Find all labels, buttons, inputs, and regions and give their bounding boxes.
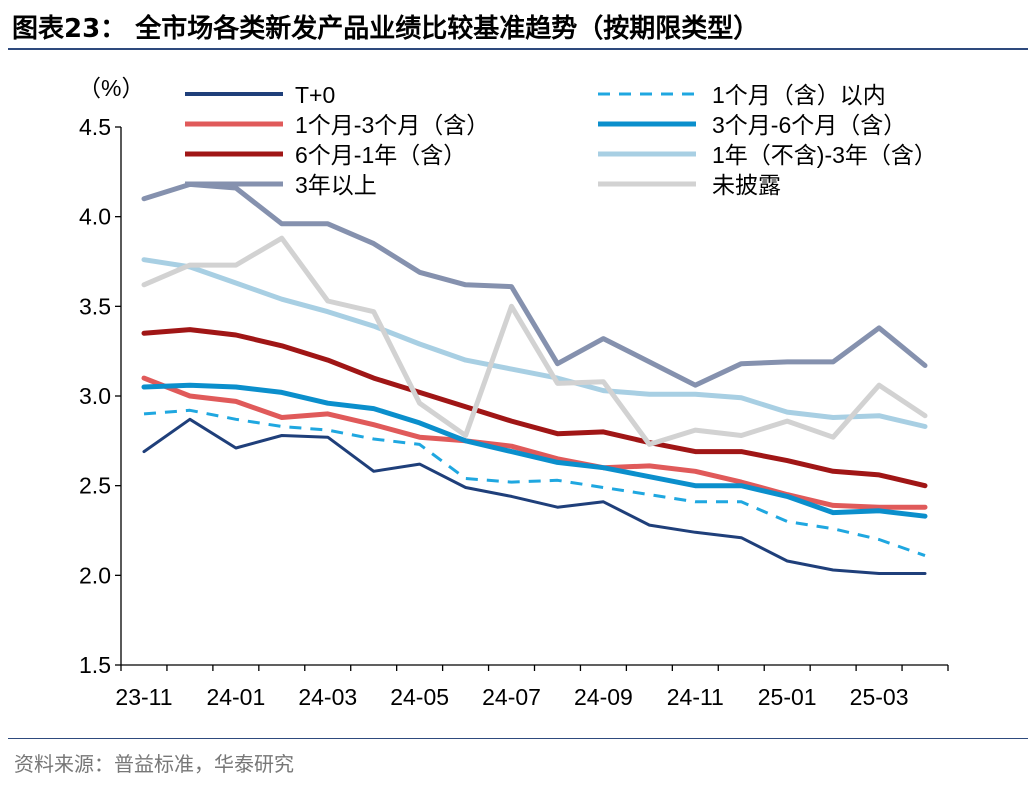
legend-label-6: 1年（不含)-3年（含） [712, 142, 937, 168]
series-layer [141, 181, 928, 575]
y-tick-label: 1.5 [79, 652, 111, 678]
series-line-2 [143, 408, 926, 558]
title-rule [8, 48, 1028, 50]
x-tick-label: 24-01 [206, 684, 265, 710]
x-tick-label: 24-11 [667, 684, 724, 710]
y-tick-label: 2.5 [79, 473, 111, 499]
chart-legend: T+0 1个月（含）以内 1个月-3个月（含） 3个月-6个月（含） 6个月-1年（含）… [185, 82, 937, 198]
y-tick-label: 3.5 [79, 293, 111, 319]
x-tick-label: 24-09 [574, 684, 633, 710]
legend-label-1: T+0 [295, 82, 335, 108]
y-tick-label: 4.5 [79, 114, 111, 140]
series-line-3 [141, 375, 928, 510]
y-unit-label: （%） [78, 75, 144, 101]
footer-rule [8, 738, 1028, 739]
y-tick-label: 4.0 [79, 204, 111, 230]
series-line-6 [141, 257, 928, 429]
y-tick-label: 2.0 [79, 562, 111, 588]
chart-axes: 1.5 2.0 2.5 3.0 3.5 4.0 4.5 23-11 24-01 24-03 24-0… [79, 114, 949, 710]
x-tick-label: 24-05 [390, 684, 449, 710]
source-note: 资料来源：普益标准，华泰研究 [14, 752, 294, 776]
legend-label-5: 6个月-1年（含） [295, 142, 466, 168]
figure-title: 图表23： 全市场各类新发产品业绩比较基准趋势（按期限类型） [12, 14, 760, 44]
legend-label-3: 1个月-3个月（含） [295, 112, 489, 138]
line-chart: 1.5 2.0 2.5 3.0 3.5 4.0 4.5 23-11 24-01 24-03 24-0… [78, 75, 949, 710]
x-tick-label: 25-01 [758, 684, 817, 710]
x-tick-label: 24-03 [298, 684, 357, 710]
series-line-4 [141, 382, 928, 519]
x-tick-label: 24-07 [482, 684, 541, 710]
series-line-1 [142, 417, 927, 575]
legend-label-7: 3年以上 [295, 172, 377, 198]
legend-label-8: 未披露 [712, 172, 781, 198]
series-line-8 [141, 235, 928, 447]
x-tick-label: 23-11 [115, 684, 172, 710]
series-line-5 [141, 327, 928, 489]
y-tick-label: 3.0 [79, 383, 111, 409]
legend-label-4: 3个月-6个月（含） [712, 112, 906, 138]
series-line-7 [141, 181, 928, 388]
legend-label-2: 1个月（含）以内 [712, 82, 886, 108]
x-tick-label: 25-03 [850, 684, 909, 710]
